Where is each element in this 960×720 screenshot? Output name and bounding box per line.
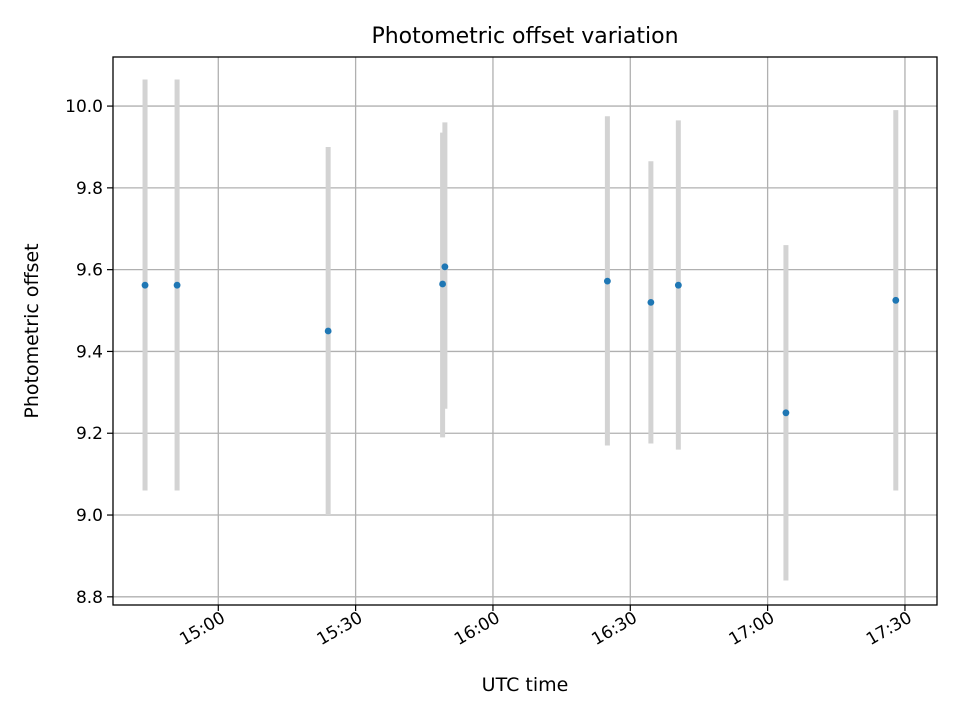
y-tick-label: 9.2 [76, 424, 103, 444]
data-point [674, 281, 682, 289]
plot-area-frame [112, 56, 938, 606]
y-tick-label: 10.0 [65, 97, 103, 117]
grid [113, 57, 937, 605]
data-point [892, 296, 900, 304]
y-tick-label: 9.8 [76, 179, 103, 199]
y-tick-label: 8.8 [76, 588, 103, 608]
x-tick-label: 17:30 [863, 608, 915, 650]
data-point [604, 277, 611, 285]
y-axis-ticks: 8.8 9.0 9.2 9.4 9.6 9.8 10.0 [65, 97, 113, 608]
x-axis-label: UTC time [482, 674, 569, 696]
data-point [324, 327, 332, 335]
x-tick-label: 15:30 [314, 608, 366, 650]
x-tick-label: 16:00 [451, 608, 503, 650]
y-axis-label: Photometric offset [21, 243, 43, 418]
data-points [141, 263, 900, 417]
error-bars [142, 79, 899, 581]
data-point [173, 281, 181, 289]
x-tick-label: 15:00 [176, 608, 228, 650]
y-tick-label: 9.6 [76, 261, 103, 281]
data-point [439, 280, 446, 288]
data-point [141, 281, 149, 289]
y-tick-label: 9.4 [76, 342, 103, 362]
data-point [441, 263, 449, 271]
data-point [782, 409, 790, 417]
data-point [647, 298, 655, 306]
x-tick-label: 16:30 [588, 608, 640, 650]
x-axis-ticks: 15:00 15:30 16:00 16:30 17:00 17:30 [176, 605, 915, 650]
x-tick-label: 17:00 [726, 608, 778, 650]
chart-title: Photometric offset variation [371, 24, 678, 49]
y-tick-label: 9.0 [76, 506, 103, 526]
